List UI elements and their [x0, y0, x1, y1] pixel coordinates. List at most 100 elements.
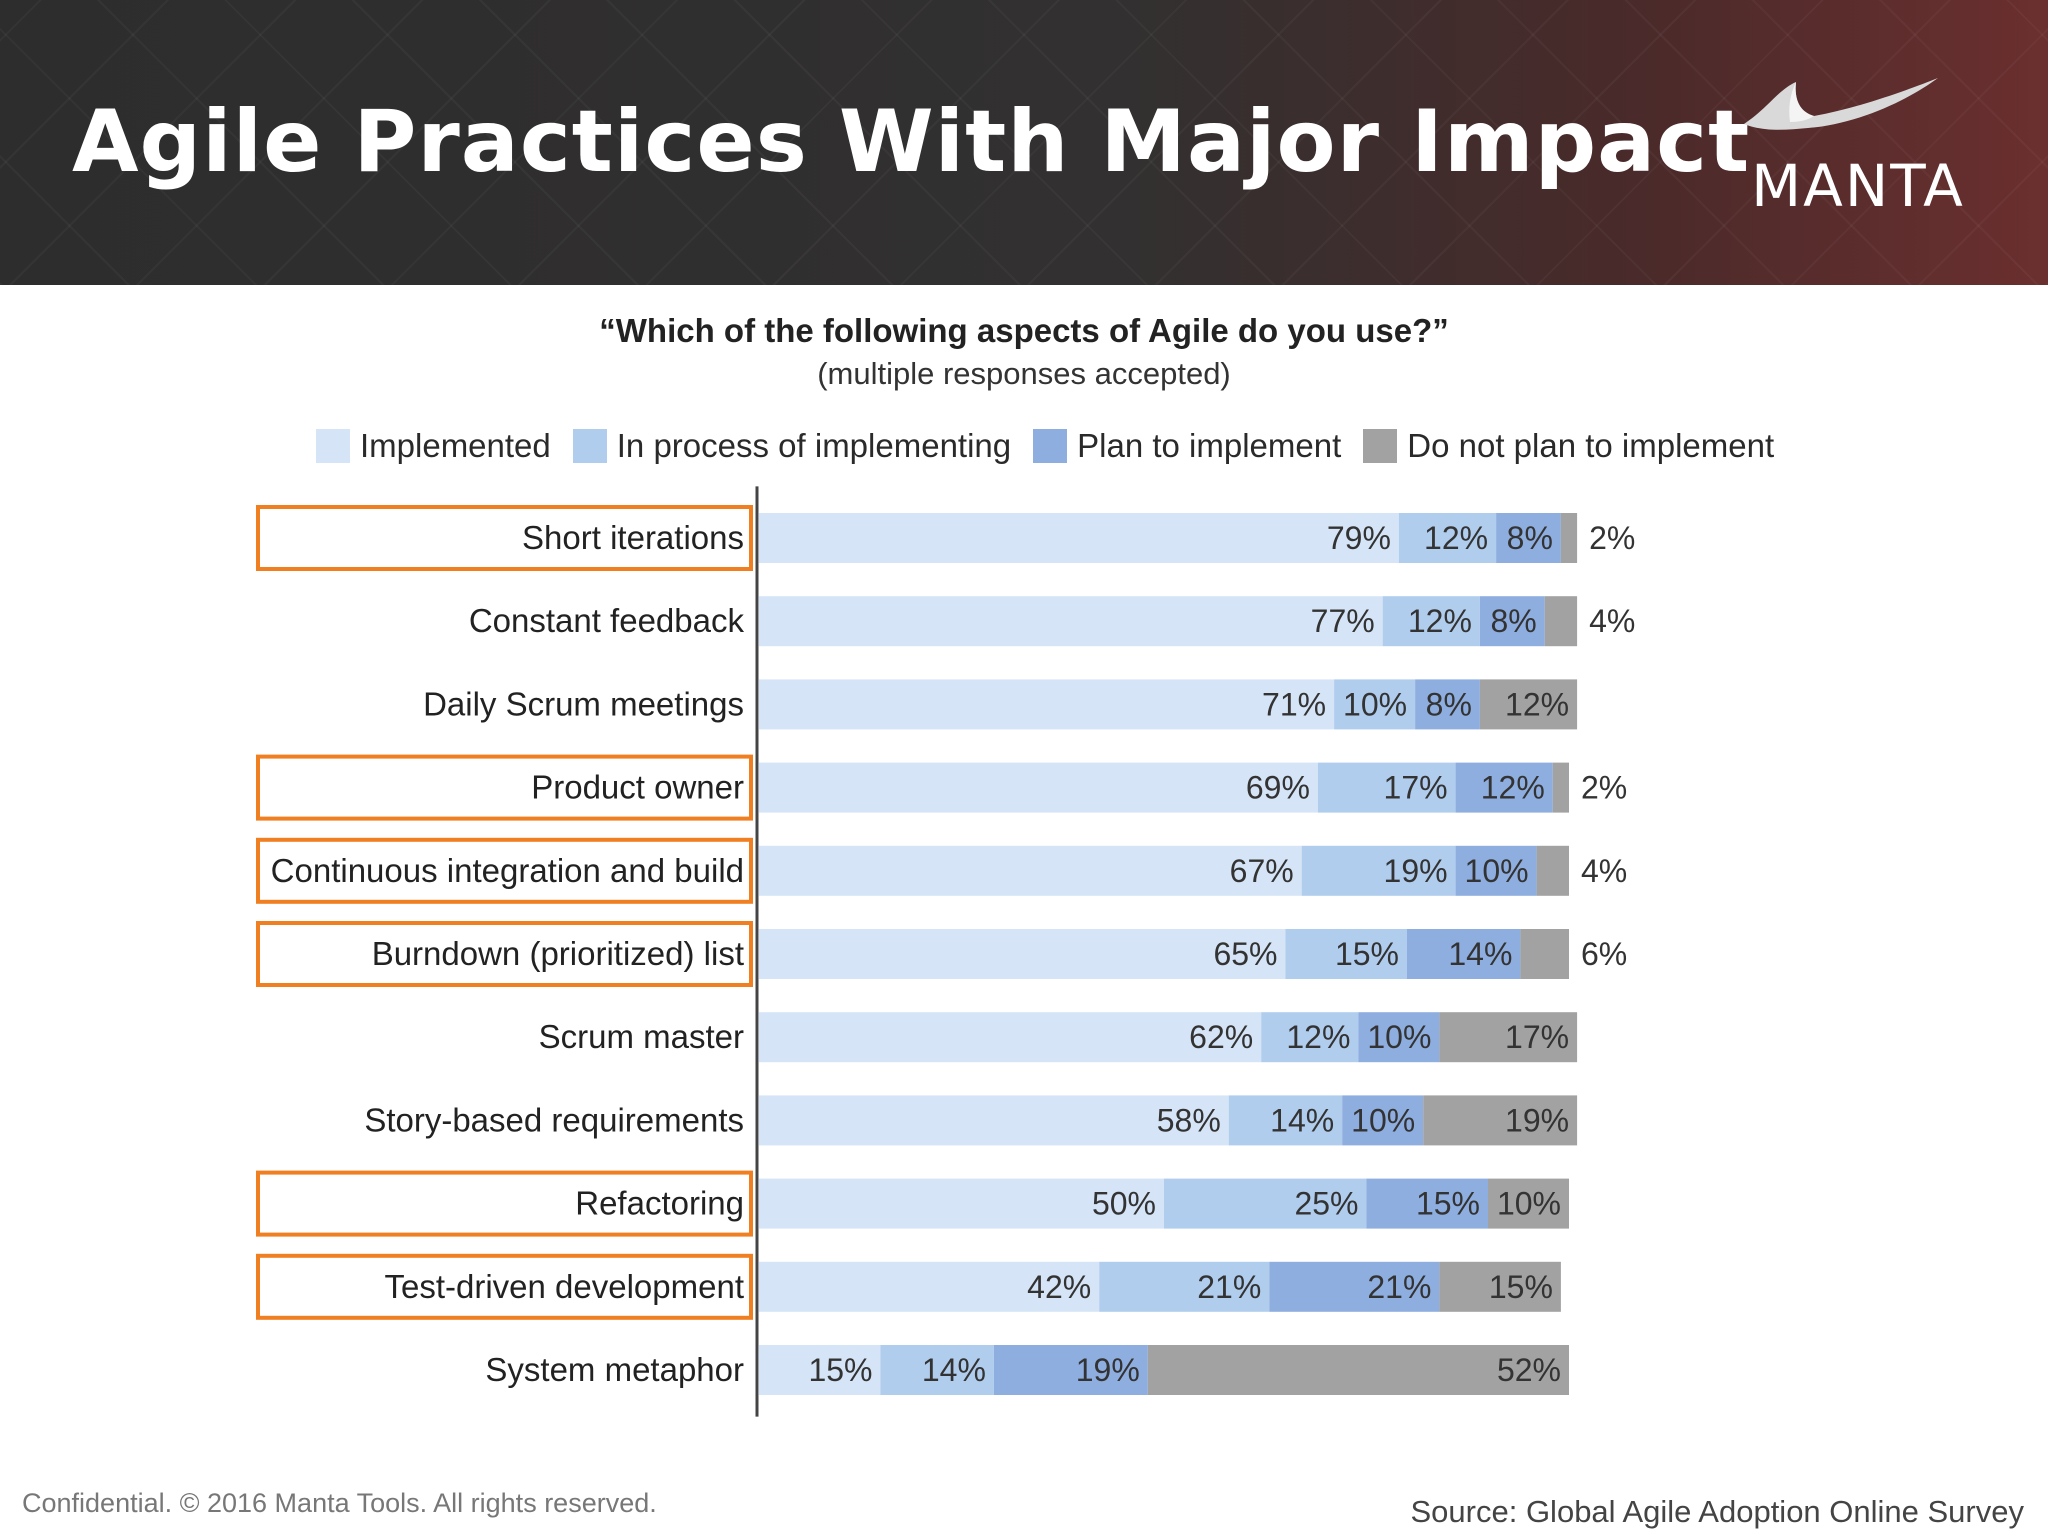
- bar-segment: [1147, 1345, 1569, 1395]
- bar-value-label: 10%: [1351, 1102, 1415, 1138]
- bar-value-label: 65%: [1213, 936, 1277, 972]
- chart-title: “Which of the following aspects of Agile…: [599, 312, 1449, 349]
- bar-value-label: 2%: [1589, 520, 1635, 556]
- bar-value-label: 10%: [1465, 853, 1529, 889]
- bar-segment: [1552, 762, 1569, 813]
- legend-label: Plan to implement: [1077, 427, 1342, 464]
- bar-value-label: 25%: [1294, 1186, 1358, 1222]
- bar-value-label: 15%: [808, 1352, 872, 1388]
- bar-segment: [1164, 1178, 1367, 1229]
- bar-segment: [759, 1345, 881, 1395]
- bar-segment: [759, 929, 1286, 979]
- bar-segment: [1479, 596, 1545, 647]
- bar-value-label: 17%: [1505, 1019, 1569, 1055]
- bar-segment: [759, 845, 1302, 896]
- bar-segment: [759, 679, 1335, 730]
- bar-segment: [759, 1261, 1100, 1312]
- category-label: Short iterations: [522, 519, 744, 556]
- bar-value-label: 8%: [1426, 686, 1472, 722]
- bar-value-label: 12%: [1424, 520, 1488, 556]
- bar-value-label: 19%: [1384, 853, 1448, 889]
- bar-value-label: 4%: [1589, 603, 1635, 639]
- manta-wing-icon: [1744, 78, 1938, 130]
- bar-segment: [759, 1095, 1229, 1146]
- bar-segment: [1439, 1261, 1561, 1312]
- bar-value-label: 10%: [1497, 1186, 1561, 1222]
- bar-segment: [1317, 762, 1456, 813]
- bar-segment: [1398, 513, 1497, 563]
- bar-segment: [1285, 929, 1407, 979]
- bar-value-label: 17%: [1384, 770, 1448, 806]
- bar-segment: [993, 1345, 1148, 1395]
- bar-segment: [1455, 762, 1553, 813]
- chart-legend: Implemented In process of implementing P…: [316, 426, 1796, 466]
- bar-value-label: 12%: [1286, 1019, 1350, 1055]
- manta-logo-text: MANTA: [1751, 152, 1965, 220]
- bar-segment: [1334, 679, 1416, 730]
- category-label: Continuous integration and build: [271, 852, 744, 889]
- bar-segment: [1269, 1261, 1440, 1312]
- page-title: Agile Practices With Major Impact: [72, 92, 1751, 192]
- category-label: Refactoring: [575, 1185, 744, 1222]
- category-label: Scrum master: [539, 1018, 744, 1055]
- header-banner: Agile Practices With Major Impact MANTA: [0, 0, 2048, 285]
- bar-segment: [759, 596, 1383, 647]
- highlight-box: [256, 1170, 753, 1237]
- bar-segment: [1407, 929, 1521, 979]
- bar-value-label: 69%: [1246, 770, 1310, 806]
- bar-segment: [1560, 513, 1578, 563]
- bar-segment: [1423, 1095, 1578, 1146]
- chart-subtitle: (multiple responses accepted): [817, 356, 1231, 391]
- bar-value-label: 12%: [1505, 686, 1569, 722]
- legend-swatch: [1363, 429, 1398, 463]
- legend-label: Implemented: [360, 427, 551, 464]
- confidential-notice: Confidential. © 2016 Manta Tools. All ri…: [22, 1488, 657, 1518]
- bar-value-label: 50%: [1092, 1186, 1156, 1222]
- legend-swatch: [1033, 429, 1068, 463]
- bar-value-label: 14%: [922, 1352, 986, 1388]
- bar-value-label: 4%: [1581, 853, 1627, 889]
- category-label: Product owner: [531, 769, 744, 806]
- bar-value-label: 14%: [1270, 1102, 1334, 1138]
- bar-value-label: 8%: [1490, 603, 1536, 639]
- bar-value-label: 58%: [1157, 1102, 1221, 1138]
- source-note: Source: Global Agile Adoption Online Sur…: [1410, 1494, 2025, 1529]
- category-label: Daily Scrum meetings: [423, 685, 744, 722]
- bar-segment: [1488, 1178, 1569, 1229]
- bar-segment: [1479, 679, 1578, 730]
- bar-value-label: 19%: [1076, 1352, 1140, 1388]
- bar-value-label: 14%: [1448, 936, 1512, 972]
- legend-swatch: [572, 429, 607, 463]
- legend-item-implemented: Implemented: [316, 427, 551, 465]
- bar-value-label: 19%: [1505, 1102, 1569, 1138]
- bar-segment: [1261, 1012, 1359, 1063]
- legend-item-plan: Plan to implement: [1033, 427, 1341, 465]
- legend-label: In process of implementing: [616, 427, 1012, 464]
- bar-segment: [1358, 1012, 1440, 1063]
- highlight-box: [256, 1253, 753, 1320]
- legend-swatch: [316, 429, 350, 463]
- category-label: Constant feedback: [469, 602, 745, 639]
- bar-value-label: 79%: [1327, 520, 1391, 556]
- category-label: System metaphor: [485, 1351, 744, 1388]
- bar-segment: [880, 1345, 994, 1395]
- bar-value-label: 8%: [1507, 520, 1553, 556]
- category-label: Test-driven development: [384, 1268, 744, 1305]
- bar-segment: [1415, 679, 1480, 730]
- bar-value-label: 15%: [1416, 1186, 1480, 1222]
- bar-segment: [1342, 1095, 1424, 1146]
- bar-value-label: 15%: [1489, 1269, 1553, 1305]
- highlight-box: [256, 505, 753, 571]
- bar-segment: [1228, 1095, 1343, 1146]
- bar-value-label: 67%: [1230, 853, 1294, 889]
- highlight-box: [256, 837, 753, 904]
- legend-label: Do not plan to implement: [1407, 427, 1775, 464]
- bar-segment: [759, 1012, 1262, 1063]
- manta-logo: MANTA: [1738, 72, 1978, 222]
- bar-segment: [1099, 1261, 1270, 1312]
- bar-value-label: 21%: [1367, 1269, 1431, 1305]
- bar-value-label: 2%: [1581, 770, 1627, 806]
- bar-segment: [759, 1178, 1164, 1229]
- category-label: Story-based requirements: [364, 1101, 744, 1138]
